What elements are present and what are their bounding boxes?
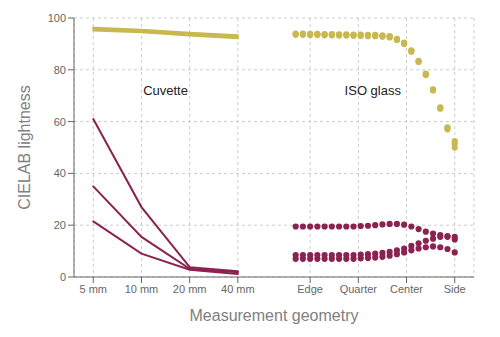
svg-text:Side: Side [444, 283, 466, 295]
svg-text:0: 0 [60, 271, 66, 283]
svg-text:Measurement geometry: Measurement geometry [190, 307, 359, 324]
svg-text:5 mm: 5 mm [80, 283, 108, 295]
svg-text:80: 80 [54, 64, 66, 76]
svg-text:CIELAB lightness: CIELAB lightness [16, 85, 33, 210]
svg-text:Cuvette: Cuvette [143, 83, 188, 98]
svg-text:100: 100 [48, 12, 66, 24]
svg-text:ISO glass: ISO glass [345, 83, 402, 98]
svg-text:10 mm: 10 mm [125, 283, 159, 295]
svg-text:Edge: Edge [297, 283, 323, 295]
svg-text:20 mm: 20 mm [173, 283, 207, 295]
svg-text:40 mm: 40 mm [221, 283, 255, 295]
svg-text:Center: Center [390, 283, 423, 295]
svg-text:20: 20 [54, 219, 66, 231]
svg-text:40: 40 [54, 167, 66, 179]
svg-text:Quarter: Quarter [340, 283, 378, 295]
svg-text:60: 60 [54, 116, 66, 128]
